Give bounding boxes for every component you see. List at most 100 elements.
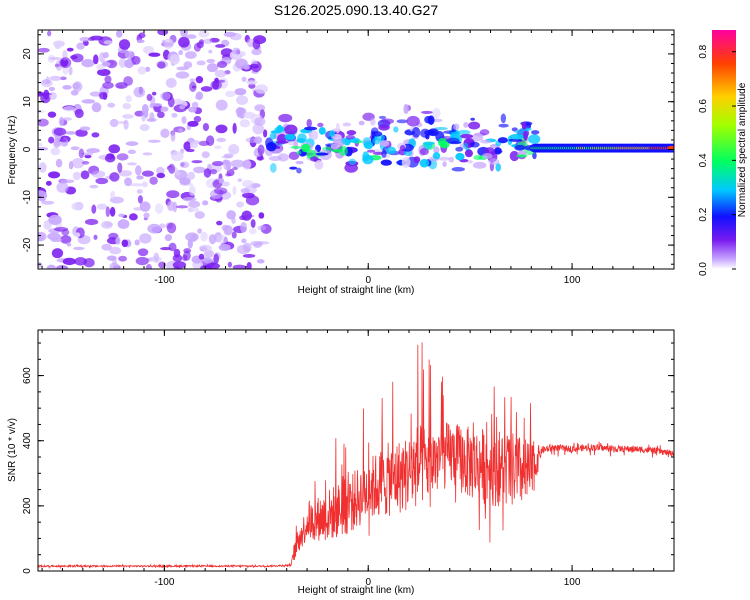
spectrogram-cell (150, 102, 163, 107)
spectrogram-cell (239, 119, 251, 128)
spectrogram-cell (141, 181, 148, 188)
spectrogram-cell (310, 156, 319, 162)
spectrogram-cell (41, 200, 55, 205)
spectrogram-cell (317, 122, 324, 128)
x-tick-label: -100 (154, 577, 174, 588)
spectrogram-cell (205, 135, 215, 147)
spectrogram-cell (183, 61, 193, 69)
spectrogram-cell (81, 160, 90, 165)
y-tick-label: -10 (22, 190, 33, 205)
spectrogram-cell (362, 154, 374, 165)
spectrogram-cell (399, 145, 406, 152)
spectrogram-cell (86, 148, 100, 154)
spectrogram-cell (437, 137, 447, 148)
spectrogram-cell (379, 140, 390, 147)
spectrogram-cell (189, 81, 197, 93)
spectrogram-cell (48, 56, 62, 61)
spectrogram-cell (156, 172, 166, 179)
spectrogram-cell (116, 153, 129, 161)
spectrogram-cell (232, 47, 241, 55)
spectrogram-cell (62, 84, 72, 90)
spectrogram-cell (187, 171, 196, 180)
spectrogram-cell (49, 75, 62, 81)
spectrogram-cell (62, 257, 77, 266)
spectrogram-cell (203, 38, 213, 45)
spectrogram-cell (218, 178, 225, 184)
spectrogram-cell (93, 234, 98, 240)
spectrogram-cell (167, 96, 175, 108)
spectrogram-cell (240, 221, 248, 233)
spectrogram-cell (253, 136, 263, 144)
spectrogram-cell (304, 126, 318, 131)
spectrogram-cell (366, 149, 376, 153)
spectrogram-cell (378, 124, 390, 131)
spectrogram-cell (500, 113, 507, 124)
spectrogram-cell (250, 240, 264, 247)
spectrogram-cell (161, 39, 166, 47)
spectrogram-cell (137, 66, 147, 75)
spectrogram-cell (127, 162, 137, 166)
spectrogram-cell (413, 156, 421, 163)
spectrogram-cell (136, 175, 144, 180)
spectrogram-cell (101, 243, 112, 251)
x-tick-label: -100 (154, 275, 174, 286)
spectrogram-cell (122, 114, 134, 119)
spectrogram-cell (460, 133, 474, 139)
spectrogram-cell (315, 152, 329, 156)
spectrogram-cell (278, 113, 293, 123)
spectrogram-cell (270, 162, 277, 173)
spectrogram-cell (269, 132, 277, 140)
spectrogram-cell (223, 153, 234, 159)
spectrogram-cell (53, 40, 65, 48)
spectrogram-cell (242, 179, 254, 188)
spectrogram-cell (231, 231, 237, 239)
spectrogram-cell (74, 257, 87, 266)
spectrogram-cell (142, 45, 155, 55)
spectrogram-cell (51, 248, 64, 259)
spectrogram-cell (498, 123, 509, 128)
spectrogram-cell (72, 82, 81, 90)
y-tick-label: 20 (22, 48, 33, 60)
spectrogram-cell (241, 210, 252, 221)
spectrogram-cell (172, 254, 183, 262)
spectrogram-cell (406, 115, 420, 127)
spectrogram-cell (60, 179, 75, 184)
spectrogram-cell (189, 78, 196, 83)
spectrogram-cell (348, 158, 357, 166)
spectrogram-cell (295, 160, 304, 165)
spectrogram-cell (230, 159, 245, 168)
spectrogram-cell (370, 117, 376, 126)
spectrogram-cell (70, 55, 78, 60)
spectrogram-cell (211, 161, 224, 167)
spectrogram-cell (185, 232, 199, 242)
spectrogram-cell (473, 155, 483, 161)
spectrogram-cell (341, 137, 347, 144)
spectrogram-cell (252, 123, 265, 135)
spectrogram-cell (455, 152, 465, 161)
spectrogram-cell (160, 91, 171, 101)
spectrogram-cell (179, 177, 191, 186)
spectrogram-cell (258, 212, 265, 219)
spectrogram-cell (472, 161, 487, 169)
spectrogram-cell (180, 30, 189, 38)
y-tick-label: -20 (22, 237, 33, 252)
spectrogram-cell (125, 95, 132, 103)
spectrogram-cell (214, 79, 226, 83)
spectrogram-cell (181, 116, 187, 124)
spectrogram-cell (112, 256, 117, 267)
spectrogram-cell (74, 232, 81, 238)
spectrogram-cell (386, 146, 397, 155)
spectrogram-cell (231, 217, 236, 224)
spectrogram-cell (380, 118, 395, 125)
spectrogram-cell (179, 161, 190, 169)
spectrogram-cell (108, 232, 119, 240)
spectrogram-cell (225, 173, 232, 177)
spectrogram-cell (200, 231, 208, 242)
spectrogram-cell (215, 124, 228, 134)
spectrogram-cell (251, 48, 262, 56)
spectrogram-cell (133, 86, 146, 98)
spectrogram-cell (55, 158, 63, 168)
spectrogram-cell (60, 235, 72, 244)
spectrogram-cell (467, 160, 473, 164)
